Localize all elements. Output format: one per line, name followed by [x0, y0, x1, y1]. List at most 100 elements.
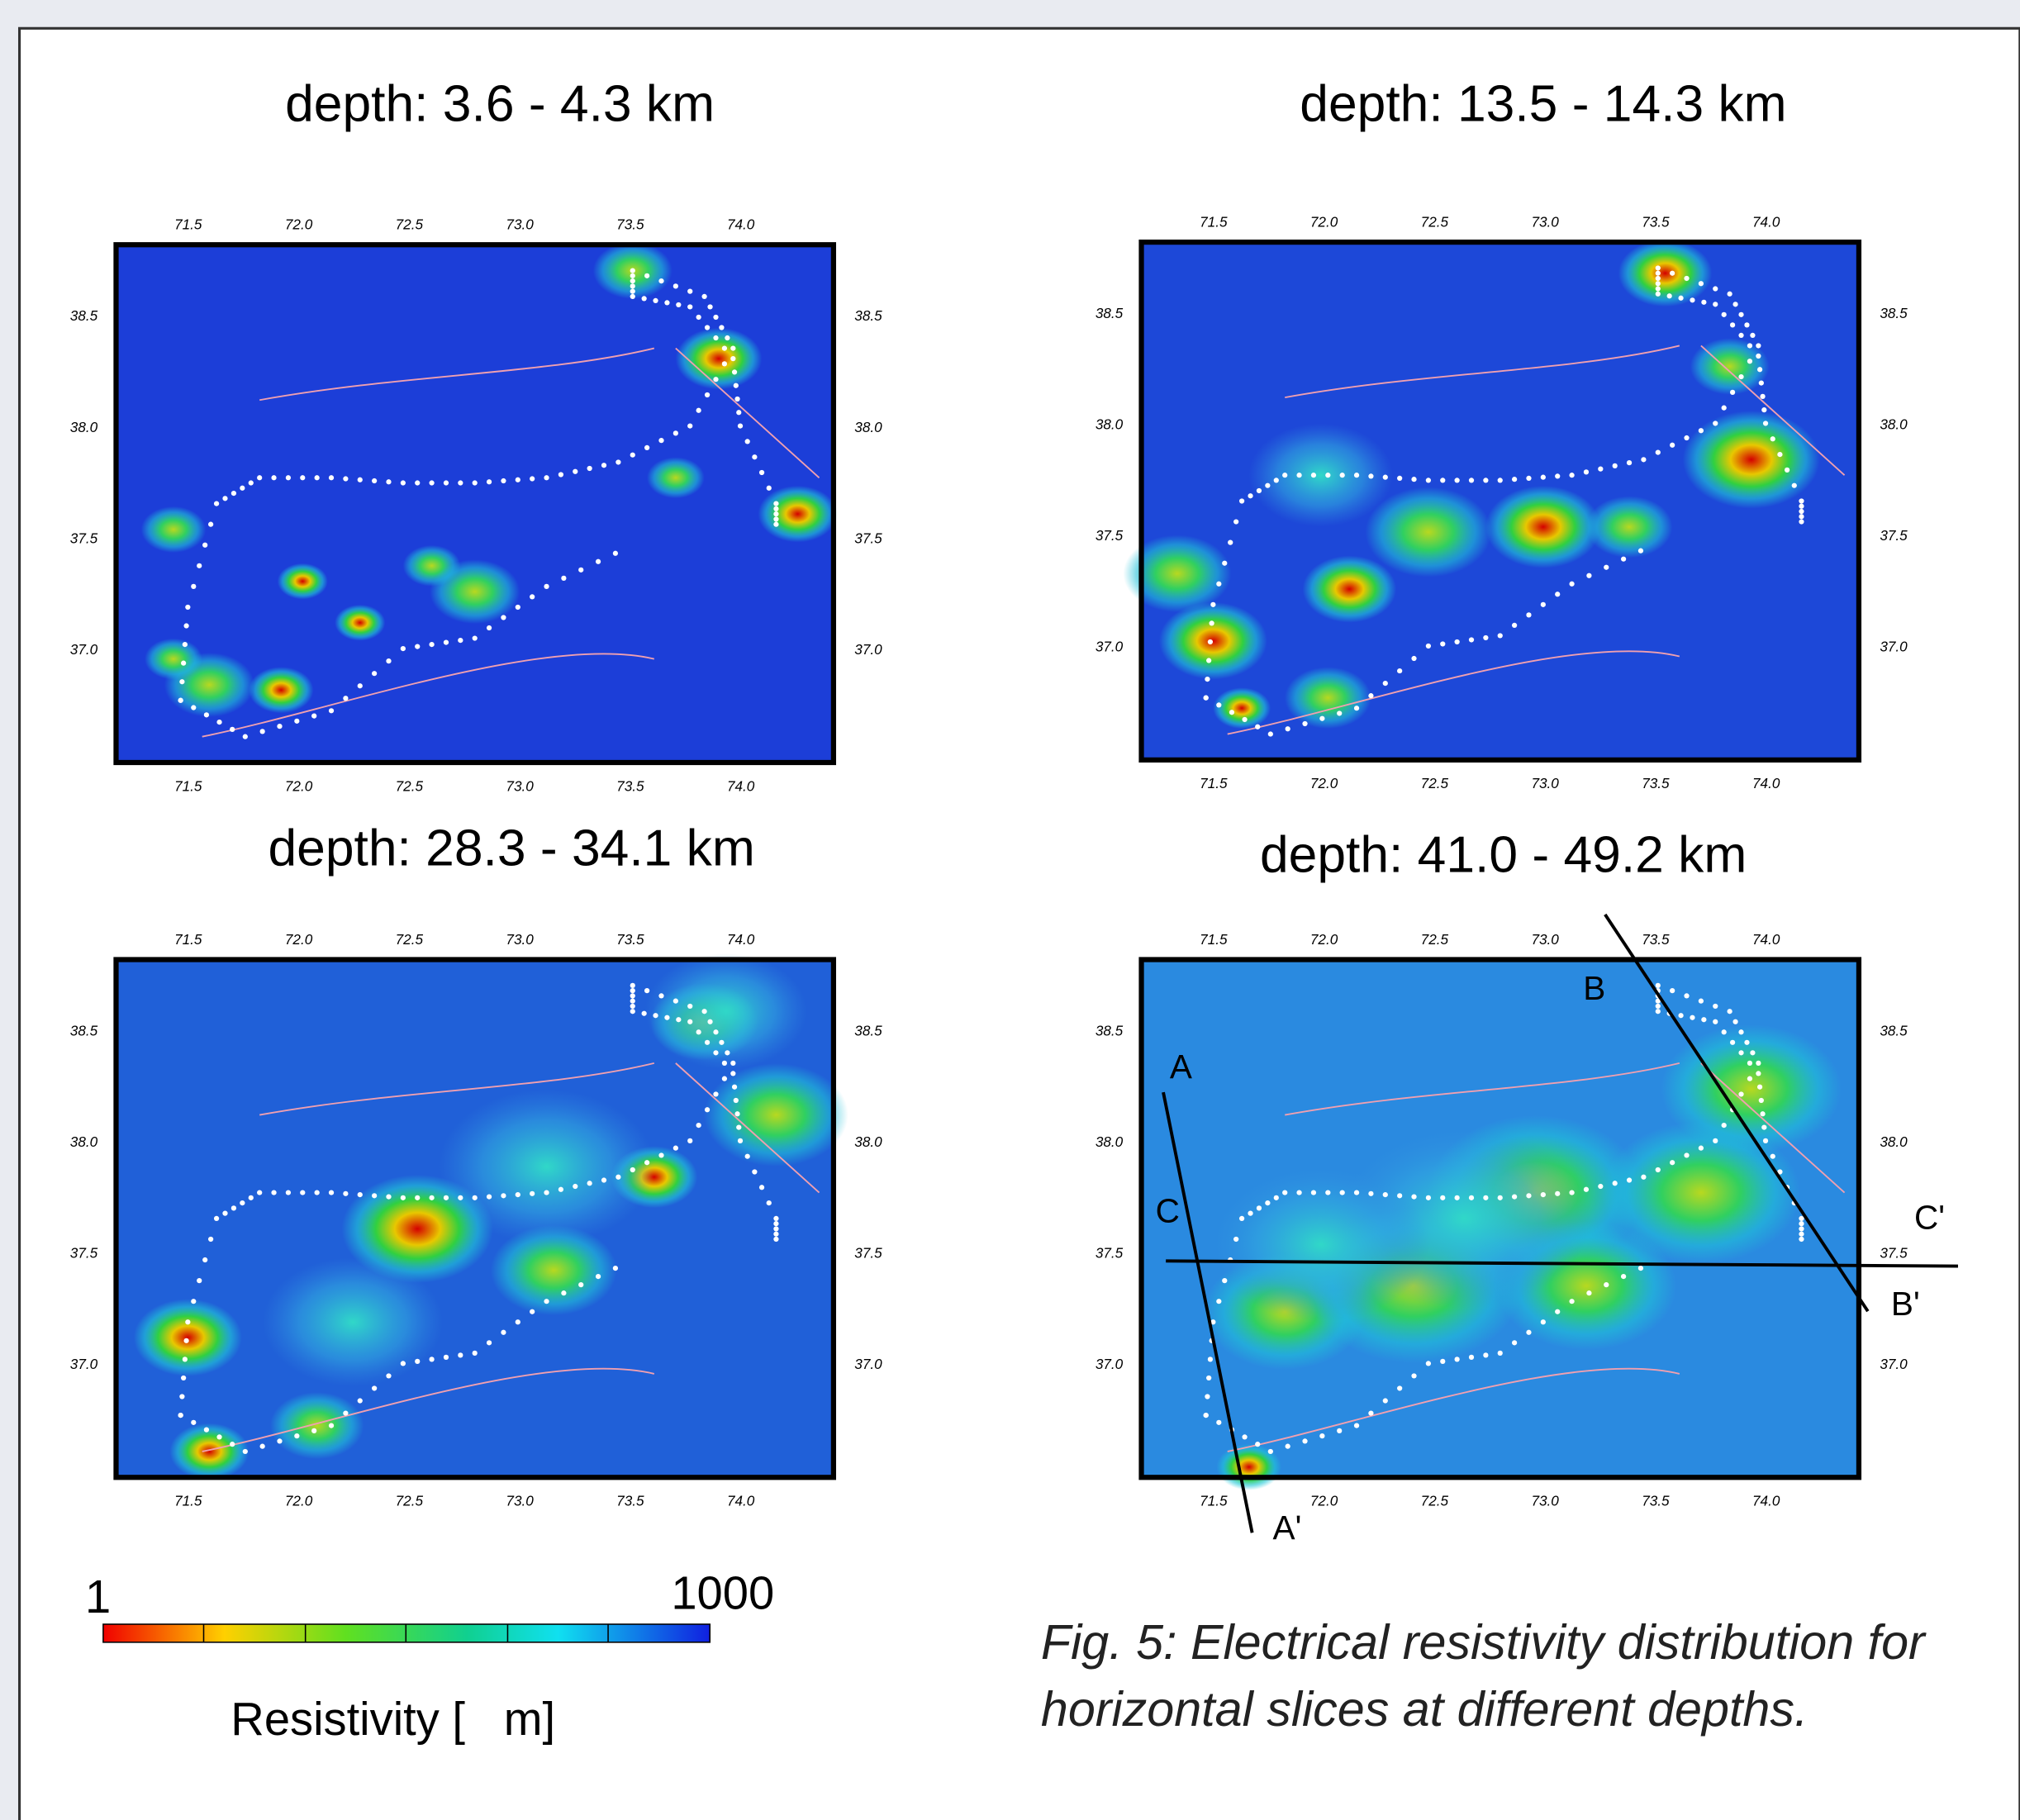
- station-dot: [1744, 1039, 1750, 1045]
- lon-tick-label: 71.5: [1200, 931, 1228, 948]
- station-dot: [687, 1019, 693, 1024]
- station-dot: [1756, 1060, 1761, 1066]
- station-dot: [1784, 467, 1790, 473]
- station-dot: [400, 1361, 406, 1366]
- station-dot: [1397, 1193, 1403, 1199]
- lon-tick-label: 71.5: [174, 216, 202, 233]
- lat-tick-label: 38.5: [70, 1023, 98, 1039]
- station-dot: [1339, 1190, 1345, 1195]
- station-dot: [515, 604, 520, 611]
- lat-tick-label: 38.0: [70, 419, 98, 435]
- station-dot: [1397, 668, 1403, 674]
- station-dot: [1756, 1071, 1761, 1076]
- station-dot: [1353, 706, 1360, 711]
- lat-tick-label: 37.0: [1880, 639, 1908, 655]
- station-dot: [1368, 693, 1374, 699]
- station-dot: [1337, 710, 1343, 716]
- station-dot: [1738, 1050, 1744, 1056]
- station-dot: [1555, 1190, 1561, 1196]
- lat-tick-label: 37.5: [854, 530, 882, 546]
- station-dot: [544, 583, 549, 590]
- station-dot: [1791, 482, 1797, 488]
- station-dot: [1242, 1434, 1248, 1440]
- station-dot: [1666, 293, 1672, 299]
- station-dot: [357, 1191, 363, 1198]
- station-dot: [1762, 421, 1769, 426]
- station-dot: [386, 1194, 392, 1200]
- station-dot: [1701, 1017, 1707, 1023]
- station-dot: [673, 1145, 678, 1151]
- station-dot: [773, 1221, 779, 1227]
- lat-tick-label: 37.0: [70, 1356, 98, 1372]
- station-dot: [1637, 548, 1644, 554]
- station-dot: [1738, 1091, 1744, 1097]
- station-dot: [1555, 473, 1561, 479]
- station-dot: [730, 1060, 736, 1066]
- lon-tick-label: 72.5: [396, 777, 424, 794]
- station-dot: [1721, 1122, 1727, 1129]
- resistivity-anomaly: [1365, 487, 1492, 577]
- station-dot: [1267, 1448, 1273, 1455]
- lat-tick-label: 38.5: [854, 1023, 882, 1039]
- station-dot: [1285, 726, 1290, 732]
- station-dot: [752, 454, 758, 460]
- station-dot: [664, 300, 670, 306]
- resistivity-anomaly: [1213, 687, 1271, 729]
- station-dot: [515, 1319, 520, 1325]
- station-dot: [1713, 1003, 1718, 1010]
- lon-tick-label: 72.0: [1310, 931, 1338, 948]
- station-dot: [1425, 643, 1432, 649]
- map-border: [113, 957, 837, 1480]
- station-dot: [1497, 478, 1503, 483]
- station-dot: [472, 635, 478, 641]
- station-dot: [240, 485, 245, 491]
- station-dot: [1382, 1191, 1388, 1198]
- profile-lines: [1162, 913, 1959, 1533]
- station-dot: [1620, 1273, 1627, 1280]
- station-dot: [386, 479, 392, 485]
- station-dot: [1684, 275, 1690, 282]
- lon-tick-label: 73.0: [1531, 931, 1559, 948]
- station-dot: [372, 478, 378, 484]
- lat-tick-label: 37.5: [70, 530, 98, 546]
- lon-tick-label: 74.0: [727, 777, 755, 794]
- station-dot: [1296, 1190, 1302, 1195]
- station-dot: [676, 302, 682, 308]
- station-dot: [182, 1357, 188, 1362]
- resistivity-anomaly: [646, 457, 705, 499]
- station-dot: [1655, 286, 1661, 292]
- station-dot: [202, 1257, 208, 1263]
- station-dot: [558, 472, 564, 478]
- station-dot: [1511, 1194, 1518, 1200]
- station-dot: [707, 304, 713, 310]
- station-dot: [1210, 601, 1216, 607]
- station-dot: [1325, 1190, 1331, 1195]
- station-dot: [1698, 998, 1704, 1004]
- station-dot: [1282, 1190, 1288, 1195]
- station-dot: [1655, 1009, 1661, 1015]
- station-dot: [733, 1097, 739, 1104]
- station-dot: [191, 583, 197, 590]
- lon-tick-label: 73.0: [506, 1493, 534, 1509]
- station-dot: [1583, 1186, 1590, 1192]
- station-dot: [458, 1195, 463, 1200]
- station-dot: [1747, 359, 1753, 364]
- station-dot: [704, 325, 711, 330]
- station-dot: [501, 478, 506, 484]
- station-dot: [630, 293, 635, 300]
- station-dot: [630, 278, 635, 284]
- station-dot: [1207, 1357, 1214, 1362]
- lon-tick-label: 74.0: [1752, 775, 1780, 791]
- station-dot: [1555, 1309, 1561, 1314]
- station-dot: [719, 1039, 725, 1045]
- station-dot: [216, 1434, 222, 1440]
- station-dot: [653, 297, 658, 304]
- station-dot: [178, 697, 183, 703]
- station-dot: [1511, 1340, 1518, 1346]
- station-dot: [1729, 1039, 1736, 1045]
- station-dot: [1799, 514, 1804, 520]
- station-dot: [231, 1205, 237, 1211]
- station-dot: [1497, 1195, 1503, 1200]
- station-dot: [673, 430, 678, 436]
- station-dot: [1310, 473, 1317, 478]
